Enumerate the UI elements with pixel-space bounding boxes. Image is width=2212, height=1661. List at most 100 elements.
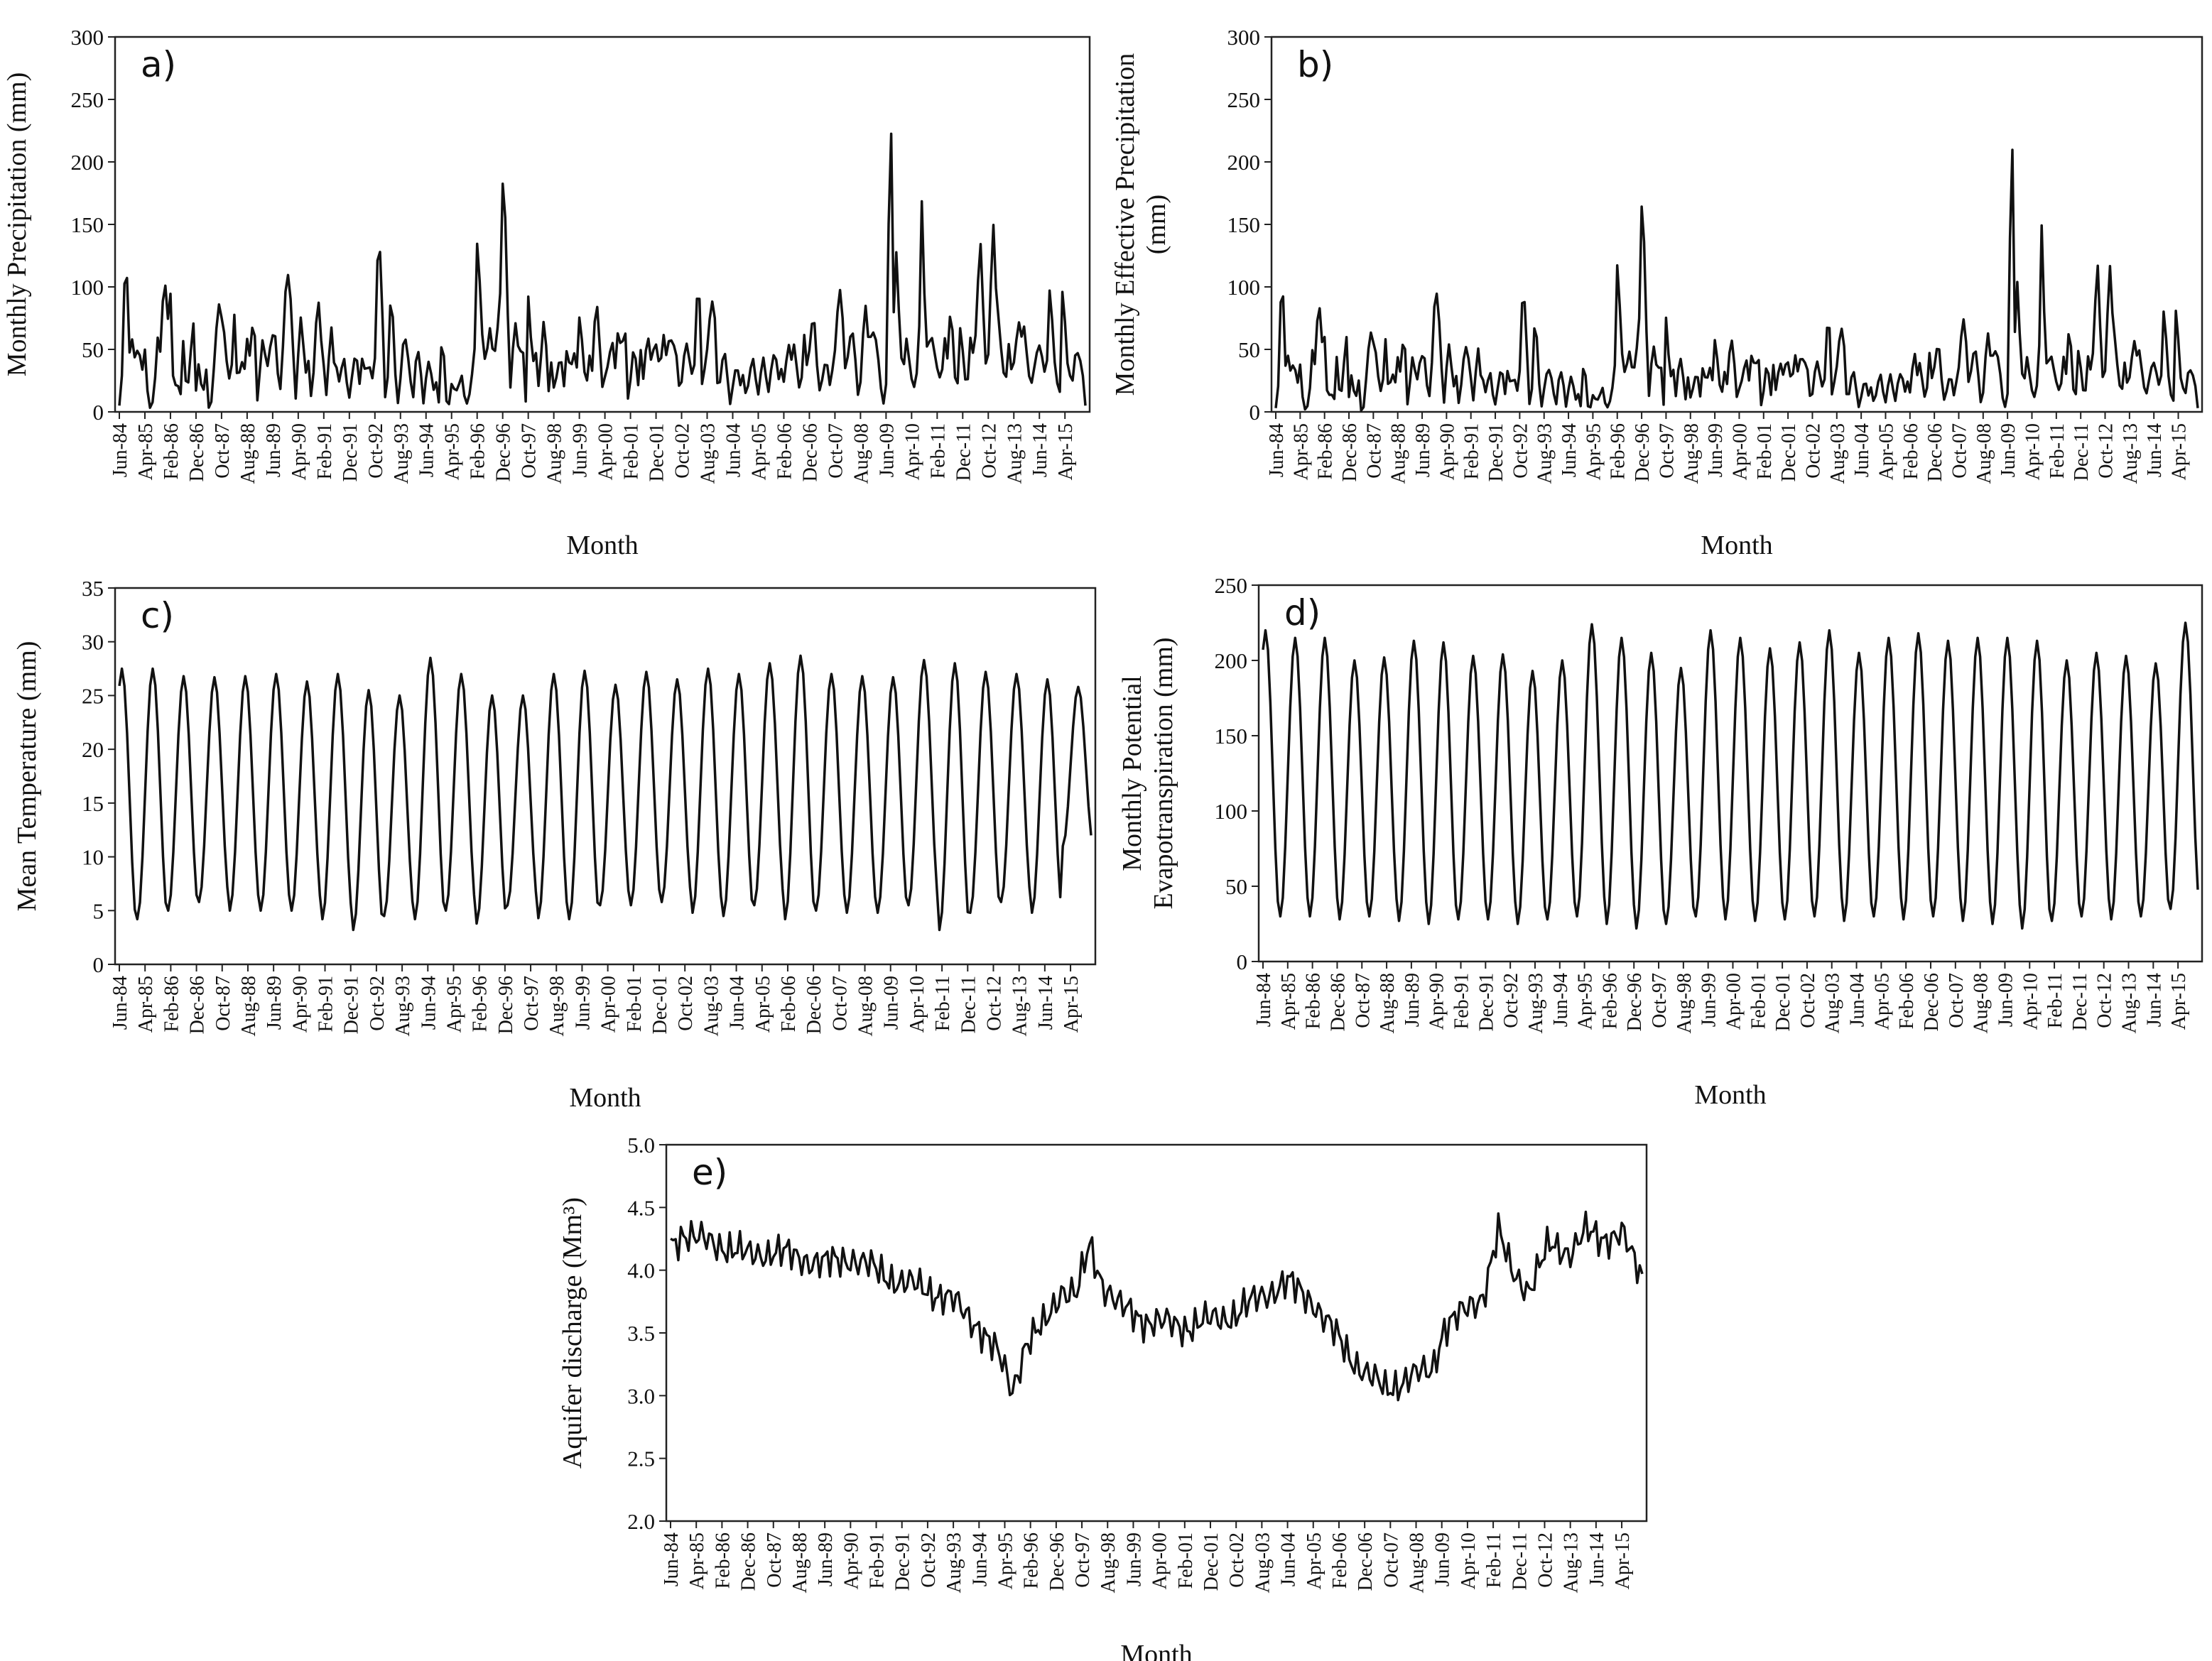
x-tick-label: Jun-99 [1123,1532,1145,1586]
x-tick-label: Oct-87 [1363,423,1385,479]
x-tick-label: Oct-07 [1380,1532,1402,1588]
x-tick-label: Oct-87 [212,423,234,479]
y-tick-label: 150 [1215,724,1248,748]
x-tick-label: Aug-13 [1561,1532,1583,1594]
series-line [1262,621,2199,930]
x-tick-label: Jun-94 [1550,973,1572,1027]
x-tick-label: Dec-91 [1475,973,1497,1031]
y-tick-label: 150 [1227,212,1261,237]
y-axis-title: Monthly Precipitation (mm) [2,72,32,377]
x-tick-label: Oct-92 [1500,973,1522,1028]
y-tick-label: 15 [82,791,104,816]
x-tick-label: Oct-97 [1072,1532,1094,1588]
x-tick-label: Jun-99 [1698,973,1720,1027]
y-tick-label: 200 [1215,648,1248,673]
x-tick-label: Dec-01 [646,423,668,481]
y-tick-label: 200 [1227,150,1261,175]
x-tick-label: Dec-91 [892,1532,914,1591]
x-tick-label: Aug-13 [1009,976,1031,1037]
x-tick-label: Dec-11 [958,976,980,1033]
y-tick-label: 150 [71,212,104,237]
y-tick-label: 300 [1227,25,1261,50]
y-axis-title: Evapotranspiration (mm) [1149,637,1178,909]
x-tick-label: Aug-08 [850,423,872,484]
x-tick-label: Apr-85 [135,976,157,1033]
x-tick-label: Apr-95 [994,1532,1016,1589]
x-tick-label: Apr-15 [2169,423,2191,480]
x-tick-label: Oct-02 [1802,423,1824,479]
panel-label: e) [692,1152,727,1193]
x-tick-label: Oct-87 [1352,973,1374,1028]
x-axis-title: Month [1701,530,1772,560]
x-tick-label: Jun-14 [2143,973,2165,1027]
x-tick-label: Feb-11 [927,423,949,479]
x-tick-label: Aug-08 [855,976,877,1037]
x-tick-label: Jun-14 [1029,423,1051,477]
x-tick-label: Aug-08 [1973,423,1995,484]
x-tick-label: Dec-96 [1632,423,1654,481]
x-tick-label: Jun-04 [1847,973,1869,1027]
x-tick-label: Feb-06 [774,423,796,479]
y-tick-label: 10 [82,845,104,870]
x-tick-label: Oct-87 [212,976,234,1031]
x-tick-label: Feb-11 [2046,423,2069,479]
x-tick-label: Apr-10 [901,423,923,480]
x-tick-label: Feb-11 [1483,1532,1505,1588]
x-tick-label: Oct-97 [1649,973,1671,1028]
x-tick-label: Aug-98 [1097,1532,1119,1594]
x-tick-label: Apr-85 [135,423,157,480]
x-tick-label: Jun-09 [1432,1532,1454,1586]
x-tick-label: Aug-03 [698,423,720,484]
x-tick-label: Apr-85 [1278,973,1300,1030]
x-tick-label: Aug-98 [1674,973,1696,1034]
x-tick-label: Dec-06 [1924,423,1946,481]
x-tick-label: Oct-07 [829,976,851,1031]
x-tick-label: Jun-89 [815,1532,837,1586]
x-tick-label: Apr-05 [748,423,770,480]
x-tick-label: Apr-90 [289,976,311,1033]
x-tick-label: Aug-13 [1004,423,1026,484]
x-tick-label: Feb-91 [1451,973,1473,1029]
x-tick-label: Aug-03 [1252,1532,1274,1594]
x-tick-label: Oct-92 [365,423,387,479]
x-tick-label: Dec-91 [341,976,363,1034]
x-tick-label: Jun-04 [722,423,744,477]
x-tick-label: Jun-84 [109,976,131,1030]
x-tick-label: Dec-91 [340,423,362,481]
panel-label: a) [141,44,176,85]
x-tick-label: Apr-95 [1575,973,1597,1030]
x-tick-label: Dec-86 [738,1532,760,1591]
x-tick-label: Feb-86 [712,1532,734,1589]
x-tick-label: Jun-89 [1412,423,1434,477]
x-tick-label: Jun-09 [1997,423,2019,477]
x-tick-label: Jun-84 [661,1532,683,1586]
x-tick-label: Oct-12 [2094,973,2116,1028]
x-tick-label: Apr-85 [686,1532,708,1589]
x-tick-label: Oct-07 [1948,423,1970,479]
x-tick-label: Oct-02 [1226,1532,1248,1588]
x-tick-label: Jun-14 [1586,1532,1608,1586]
panel-label: d) [1284,592,1321,633]
x-tick-label: Aug-98 [1681,423,1703,484]
x-tick-label: Jun-09 [876,423,898,477]
x-tick-label: Apr-10 [2022,423,2044,480]
y-tick-label: 0 [1237,949,1248,974]
x-tick-label: Oct-02 [672,423,694,479]
x-tick-label: Apr-90 [1426,973,1448,1030]
x-tick-label: Feb-01 [624,976,646,1032]
y-tick-label: 4.5 [627,1195,655,1220]
x-tick-label: Aug-93 [1534,423,1556,484]
x-tick-label: Apr-00 [595,423,617,480]
x-tick-label: Feb-96 [1021,1532,1043,1589]
x-tick-label: Feb-91 [314,423,336,479]
x-tick-label: Apr-10 [1458,1532,1480,1589]
y-tick-label: 250 [71,87,104,112]
y-axis-title: Mean Temperature (mm) [12,641,42,912]
x-tick-label: Dec-01 [1200,1532,1222,1591]
x-tick-label: Dec-01 [1778,423,1800,481]
x-tick-label: Aug-88 [789,1532,811,1594]
x-tick-label: Dec-96 [1046,1532,1068,1591]
x-tick-label: Oct-12 [1534,1532,1556,1588]
x-tick-label: Apr-90 [840,1532,862,1589]
